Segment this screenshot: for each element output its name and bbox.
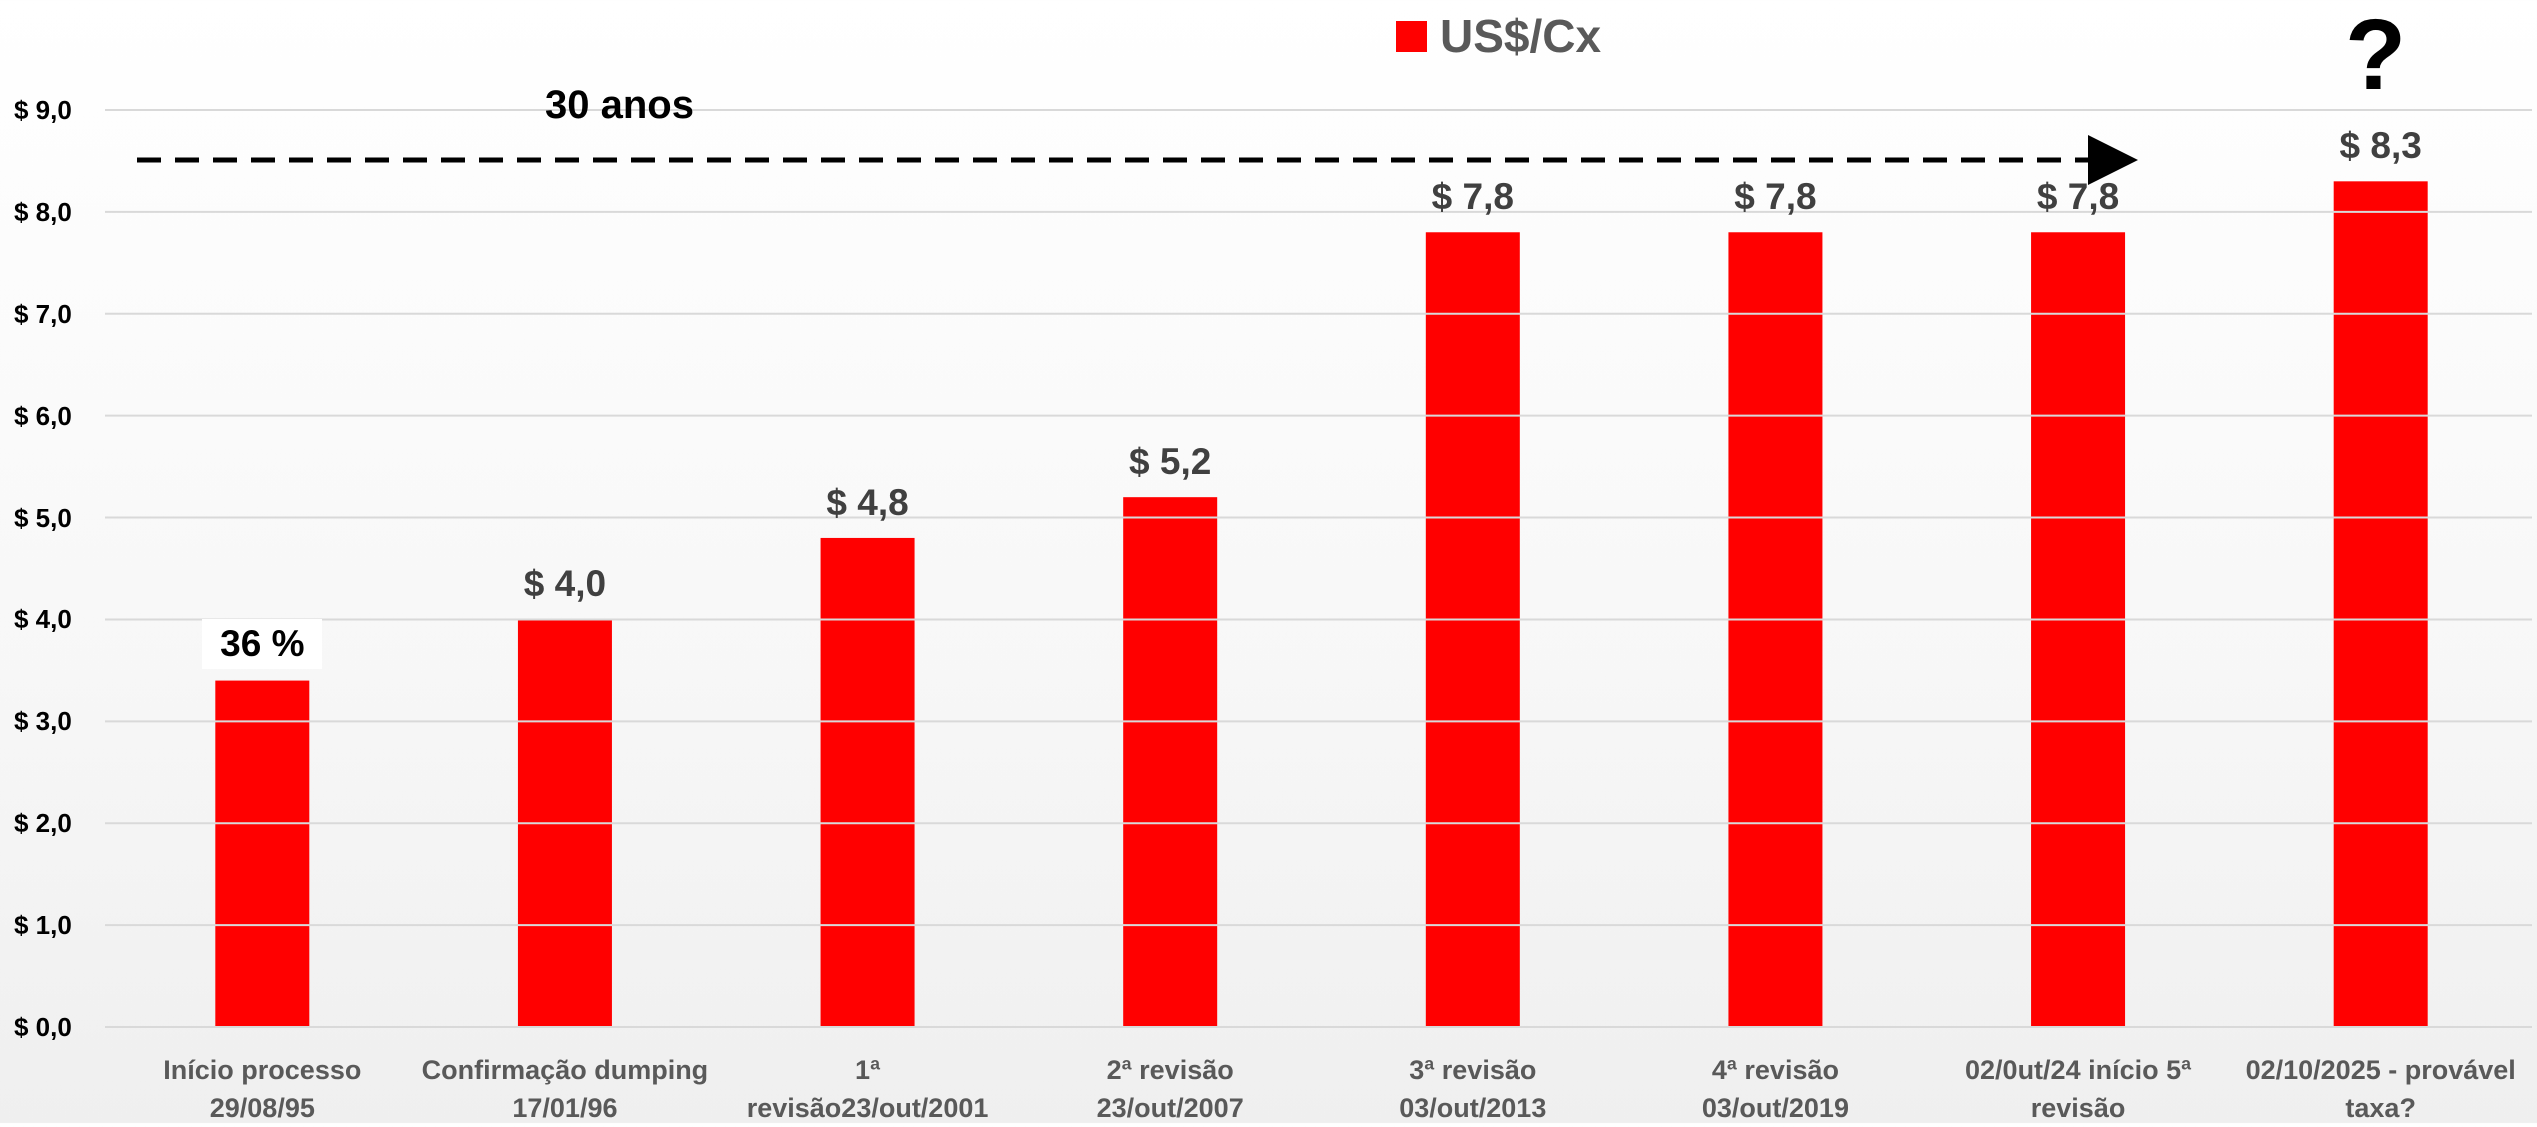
bar — [1728, 232, 1823, 1027]
x-tick-label: Início processo 29/08/95 — [163, 1055, 362, 1123]
y-tick-label: $ 2,0 — [14, 808, 72, 839]
x-tick-label: 3ª revisão 03/out/2013 — [1399, 1055, 1547, 1123]
x-tick-label: Confirmação dumping 17/01/96 — [421, 1055, 709, 1123]
y-tick-label: $ 1,0 — [14, 910, 72, 941]
y-tick-label: $ 4,0 — [14, 604, 72, 635]
value-label: $ 7,8 — [2036, 176, 2120, 218]
x-tick-label: 4ª revisão 03/out/2019 — [1701, 1055, 1849, 1123]
legend-swatch — [1396, 21, 1427, 52]
annotation: ? — [2345, 0, 2407, 111]
x-tick-label: 1ª revisão23/out/2001 — [746, 1055, 989, 1123]
y-tick-label: $ 9,0 — [14, 95, 72, 125]
y-tick-label: $ 5,0 — [14, 502, 72, 533]
y-tick-label: $ 0,0 — [14, 1012, 72, 1042]
value-label: $ 4,8 — [826, 481, 909, 523]
annotation: 30 anos — [545, 83, 694, 127]
legend-label: US$/Cx — [1440, 10, 1602, 62]
y-tick-label: $ 7,0 — [14, 298, 72, 329]
y-tick-label: $ 3,0 — [14, 706, 72, 737]
x-tick-label: 2ª revisão 23/out/2007 — [1096, 1055, 1244, 1123]
value-label: $ 5,2 — [1129, 441, 1212, 483]
bar — [215, 680, 310, 1027]
y-tick-label: $ 6,0 — [14, 400, 72, 431]
annotation: 36 % — [202, 618, 323, 669]
bar — [1123, 497, 1218, 1028]
value-label: $ 7,8 — [1431, 176, 1514, 218]
bar — [2333, 181, 2428, 1028]
value-label: $ 8,3 — [2339, 125, 2422, 167]
bar — [2031, 232, 2126, 1027]
value-label: $ 7,8 — [1734, 176, 1817, 218]
value-label: $ 4,0 — [523, 563, 607, 605]
x-tick-label: 02/0ut/24 início 5ª revisão — [1965, 1055, 2192, 1123]
x-tick-label: 02/10/2025 - provável taxa? — [2245, 1055, 2516, 1123]
bar — [1425, 232, 1520, 1027]
bar — [820, 537, 915, 1027]
y-tick-label: $ 8,0 — [14, 196, 72, 227]
